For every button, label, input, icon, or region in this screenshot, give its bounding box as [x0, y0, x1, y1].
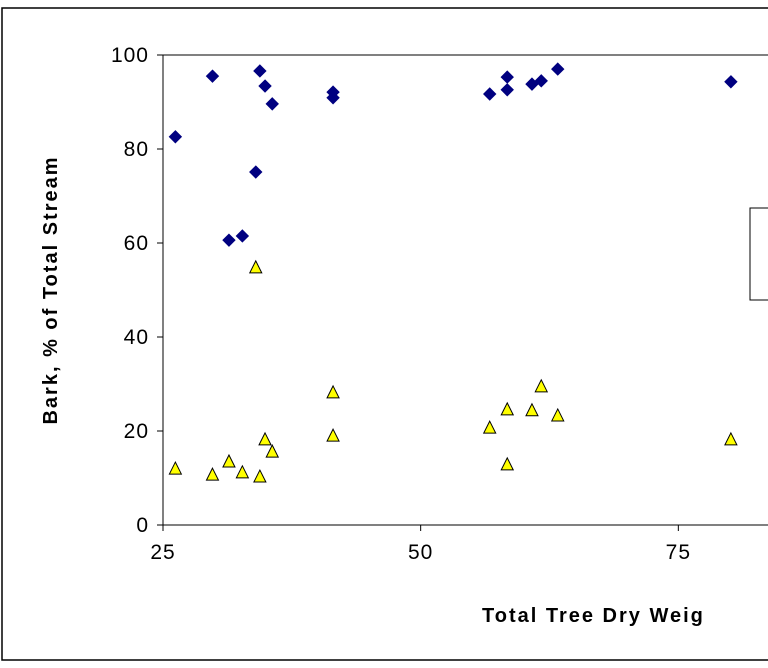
data-point — [326, 91, 340, 105]
y-tick-label: 80 — [124, 138, 149, 161]
data-point — [550, 407, 565, 422]
legend-box — [749, 207, 768, 301]
data-point — [222, 453, 236, 468]
data-point — [724, 431, 738, 446]
data-point — [258, 431, 272, 446]
y-tick-label: 100 — [111, 44, 149, 67]
data-point — [525, 402, 539, 417]
data-point — [253, 468, 267, 483]
chart-frame — [1, 7, 768, 661]
data-point — [500, 83, 514, 97]
data-point — [205, 467, 220, 481]
data-point — [534, 74, 548, 88]
data-point — [500, 70, 514, 84]
data-point — [222, 233, 236, 247]
data-point — [249, 165, 263, 179]
data-point — [168, 130, 183, 144]
data-point — [253, 64, 267, 78]
data-point — [483, 87, 497, 101]
y-axis-title: Bark, % of Total Stream — [40, 155, 62, 424]
y-tick-label: 20 — [124, 420, 149, 443]
data-point — [551, 62, 565, 76]
data-point — [482, 420, 497, 434]
data-point — [265, 97, 279, 111]
x-axis-title: Total Tree Dry Weig — [482, 605, 705, 627]
x-tick-label: 50 — [408, 541, 433, 564]
data-point — [258, 79, 272, 93]
data-point — [168, 460, 183, 475]
data-point — [534, 378, 549, 393]
data-point — [326, 384, 340, 399]
y-tick-label: 40 — [124, 326, 149, 349]
data-point — [265, 444, 280, 458]
data-point — [500, 401, 515, 416]
data-point — [235, 464, 250, 479]
x-tick-label: 75 — [666, 541, 691, 564]
data-point — [326, 428, 340, 442]
data-point — [235, 229, 250, 243]
data-point — [248, 259, 263, 274]
y-tick-label: 0 — [136, 514, 149, 537]
y-tick-label: 60 — [124, 232, 149, 255]
data-point — [724, 75, 738, 89]
x-tick-label: 25 — [150, 541, 175, 564]
data-point — [205, 69, 220, 83]
data-point — [500, 456, 515, 471]
